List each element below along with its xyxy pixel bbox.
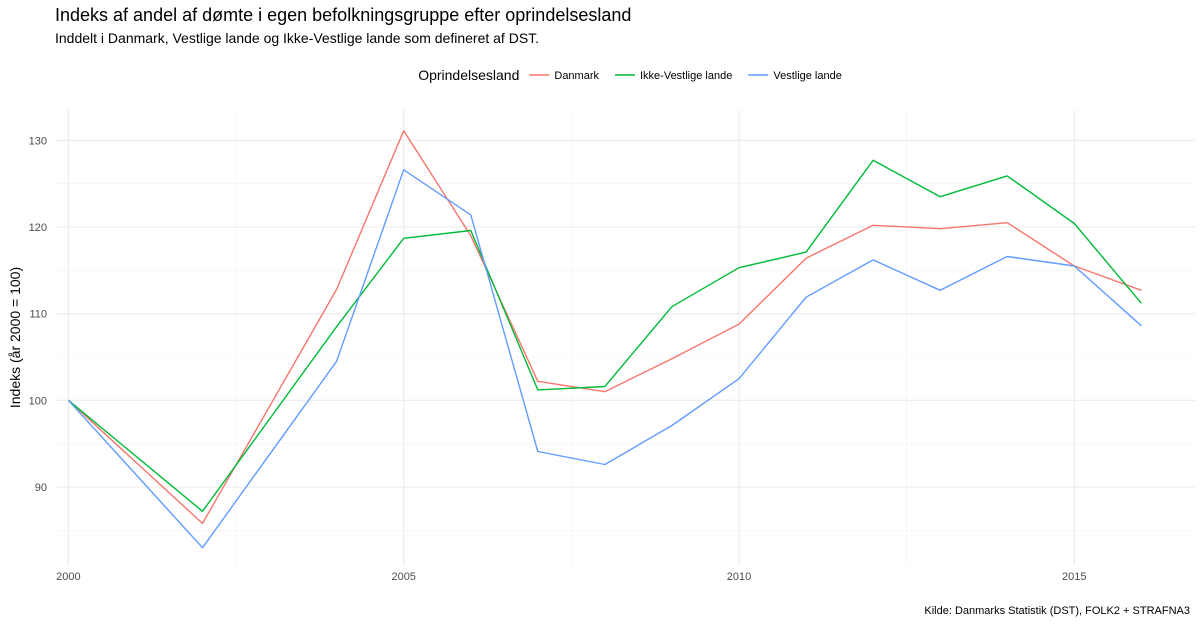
y-tick-label: 110: [29, 309, 47, 321]
legend-item: Danmark: [529, 70, 599, 82]
series-line-danmark: [67, 130, 1142, 525]
y-tick-label: 130: [29, 135, 47, 147]
series-line-vestlige-lande: [67, 169, 1142, 549]
legend: Oprindelsesland Danmark Ikke-Vestlige land…: [418, 67, 842, 83]
chart-title: Indeks af andel af dømte i egen befolkni…: [55, 5, 632, 25]
x-tick-labels: 2000 2005 2010 2015: [56, 571, 1086, 583]
y-tick-label: 90: [35, 482, 47, 494]
legend-item: Vestlige lande: [748, 70, 842, 82]
legend-label: Ikke-Vestlige lande: [640, 70, 732, 82]
x-tick-label: 2000: [56, 571, 80, 583]
legend-title: Oprindelsesland: [418, 67, 519, 83]
chart-caption: Kilde: Danmarks Statistik (DST), FOLK2 +…: [924, 605, 1190, 617]
grid-lines: [55, 110, 1195, 565]
x-tick-label: 2010: [727, 571, 751, 583]
y-tick-labels: 90 100 110 120 130: [29, 135, 47, 494]
legend-label: Vestlige lande: [773, 70, 842, 82]
chart-subtitle: Inddelt i Danmark, Vestlige lande og Ikk…: [55, 30, 540, 46]
x-tick-label: 2015: [1062, 571, 1086, 583]
series-line-ikke-vestlige-lande: [67, 159, 1142, 512]
y-tick-label: 120: [29, 222, 47, 234]
legend-item: Ikke-Vestlige lande: [614, 70, 732, 82]
legend-label: Danmark: [554, 70, 599, 82]
y-axis-title: Indeks (år 2000 = 100): [7, 267, 23, 408]
x-tick-label: 2005: [391, 571, 415, 583]
y-tick-label: 100: [29, 395, 47, 407]
series-lines: [67, 130, 1142, 549]
